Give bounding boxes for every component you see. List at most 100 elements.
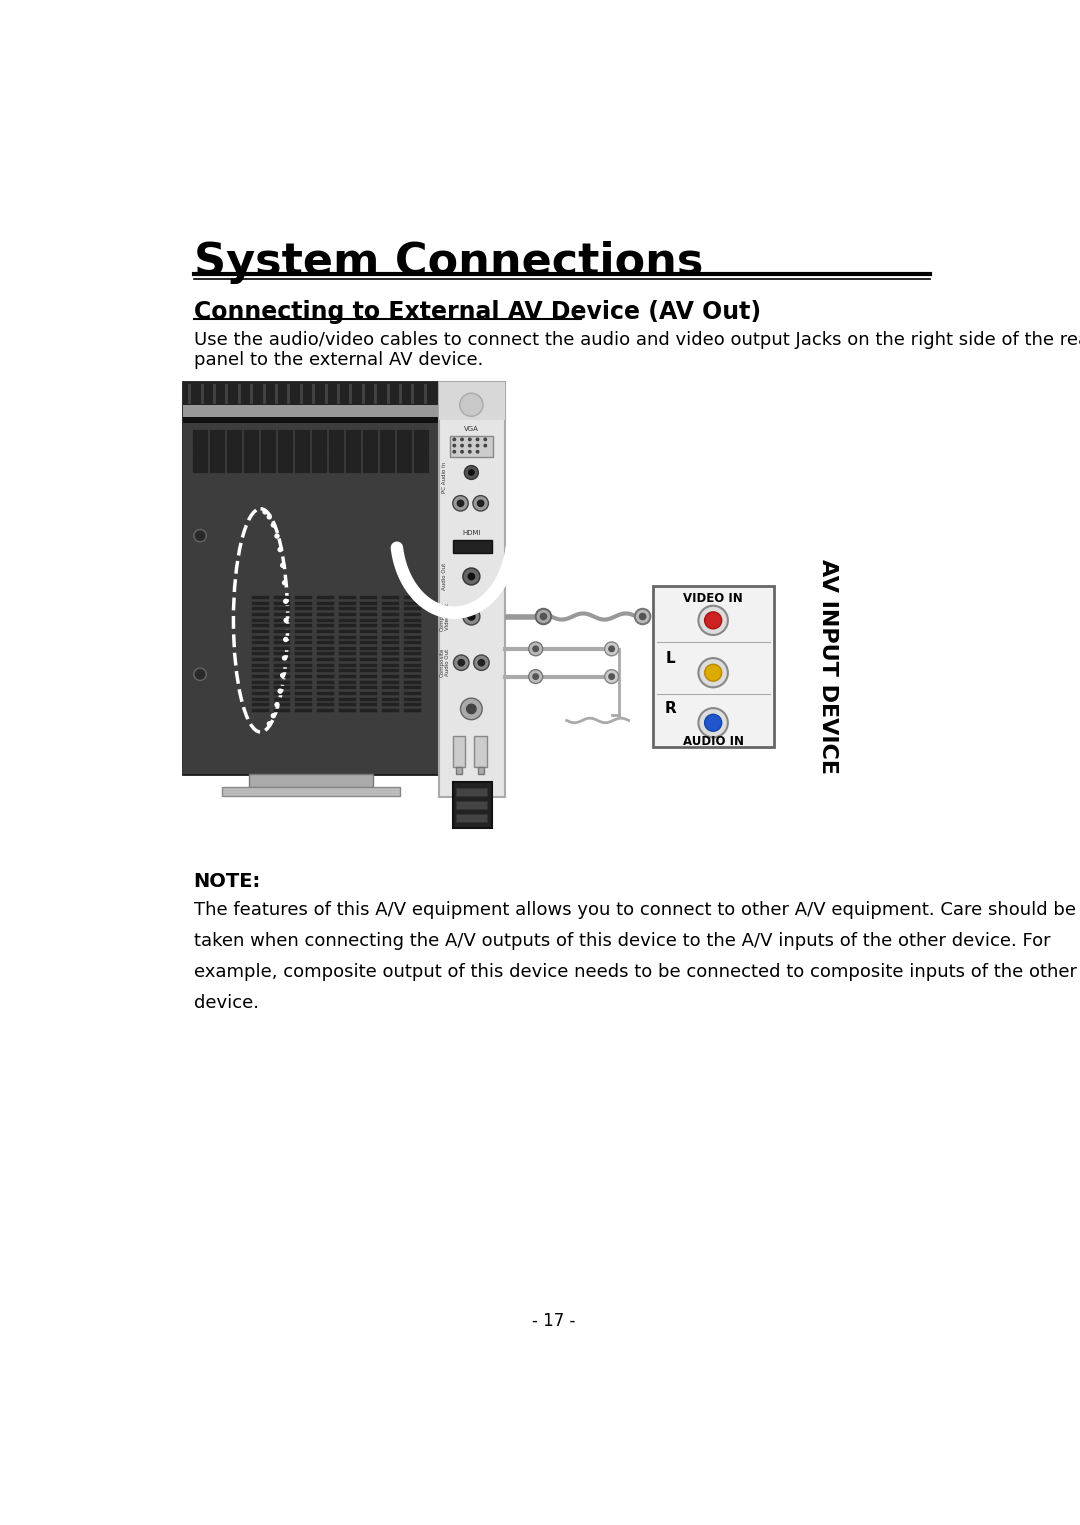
Circle shape bbox=[454, 656, 469, 671]
Circle shape bbox=[532, 673, 539, 680]
Bar bbox=[453, 737, 465, 767]
Bar bbox=[438, 381, 504, 798]
Text: HDMI: HDMI bbox=[462, 529, 481, 535]
Bar bbox=[221, 787, 400, 796]
Circle shape bbox=[475, 444, 480, 447]
Bar bbox=[183, 424, 438, 775]
Circle shape bbox=[460, 393, 483, 416]
Circle shape bbox=[453, 450, 456, 453]
Text: taken when connecting the A/V outputs of this device to the A/V inputs of the ot: taken when connecting the A/V outputs of… bbox=[193, 932, 1050, 950]
Circle shape bbox=[473, 496, 488, 511]
Circle shape bbox=[194, 668, 206, 680]
Circle shape bbox=[458, 659, 465, 666]
Circle shape bbox=[453, 496, 469, 511]
Circle shape bbox=[460, 444, 464, 447]
Bar bbox=[456, 814, 487, 822]
Text: - 17 -: - 17 - bbox=[531, 1313, 576, 1330]
Circle shape bbox=[477, 659, 485, 666]
Circle shape bbox=[283, 618, 288, 624]
Circle shape bbox=[278, 547, 283, 552]
Circle shape bbox=[605, 642, 619, 656]
Circle shape bbox=[274, 534, 280, 538]
Bar bbox=[474, 737, 487, 767]
Text: System Connections: System Connections bbox=[193, 241, 703, 284]
Circle shape bbox=[699, 708, 728, 738]
Circle shape bbox=[453, 438, 456, 441]
Circle shape bbox=[280, 563, 285, 567]
Bar bbox=[453, 782, 491, 828]
Text: R: R bbox=[664, 702, 676, 717]
Circle shape bbox=[463, 608, 480, 625]
Circle shape bbox=[529, 642, 542, 656]
Circle shape bbox=[271, 714, 276, 718]
Circle shape bbox=[484, 438, 487, 441]
Bar bbox=[456, 767, 462, 775]
Bar bbox=[183, 416, 438, 424]
Text: NOTE:: NOTE: bbox=[193, 872, 261, 891]
Circle shape bbox=[468, 438, 472, 441]
Circle shape bbox=[532, 645, 539, 653]
Circle shape bbox=[608, 645, 616, 653]
Circle shape bbox=[605, 669, 619, 683]
Circle shape bbox=[457, 500, 464, 508]
Circle shape bbox=[475, 438, 480, 441]
Circle shape bbox=[540, 613, 548, 621]
Text: VIDEO IN: VIDEO IN bbox=[684, 592, 743, 604]
Bar bbox=[456, 788, 487, 796]
Circle shape bbox=[465, 703, 476, 714]
Bar bbox=[456, 801, 487, 808]
Text: PC Audio In: PC Audio In bbox=[443, 462, 447, 493]
Circle shape bbox=[638, 613, 647, 621]
Circle shape bbox=[475, 450, 480, 453]
Text: Audio Out: Audio Out bbox=[443, 563, 447, 590]
Circle shape bbox=[468, 450, 472, 453]
Circle shape bbox=[267, 514, 272, 520]
Circle shape bbox=[474, 656, 489, 671]
Bar bbox=[653, 586, 773, 747]
Circle shape bbox=[704, 665, 721, 682]
Circle shape bbox=[460, 698, 482, 720]
Circle shape bbox=[467, 612, 475, 621]
Circle shape bbox=[460, 450, 464, 453]
Text: The features of this A/V equipment allows you to connect to other A/V equipment.: The features of this A/V equipment allow… bbox=[193, 901, 1076, 920]
Circle shape bbox=[704, 714, 721, 732]
Text: Connecting to External AV Device (AV Out): Connecting to External AV Device (AV Out… bbox=[193, 300, 760, 323]
Circle shape bbox=[699, 605, 728, 634]
Text: AV INPUT DEVICE: AV INPUT DEVICE bbox=[818, 560, 838, 775]
Circle shape bbox=[635, 608, 650, 624]
Bar bbox=[183, 381, 438, 404]
Circle shape bbox=[280, 673, 285, 679]
Bar bbox=[477, 767, 484, 775]
Text: device.: device. bbox=[193, 994, 258, 1011]
Circle shape bbox=[194, 529, 206, 541]
Bar bbox=[450, 436, 494, 458]
Text: Use the audio/video cables to connect the audio and video output Jacks on the ri: Use the audio/video cables to connect th… bbox=[193, 331, 1080, 349]
Text: VGA: VGA bbox=[464, 425, 478, 432]
Circle shape bbox=[271, 522, 276, 528]
Bar bbox=[248, 775, 373, 787]
Circle shape bbox=[282, 580, 287, 586]
Circle shape bbox=[484, 444, 487, 447]
Circle shape bbox=[468, 572, 475, 581]
Circle shape bbox=[468, 444, 472, 447]
Circle shape bbox=[468, 470, 475, 476]
Circle shape bbox=[278, 688, 283, 694]
Circle shape bbox=[463, 567, 480, 586]
Bar bbox=[438, 381, 504, 421]
Circle shape bbox=[267, 721, 272, 726]
Text: L: L bbox=[665, 651, 675, 666]
Circle shape bbox=[283, 598, 288, 604]
Text: Composite
Audio Out: Composite Audio Out bbox=[440, 648, 450, 677]
Circle shape bbox=[262, 509, 268, 514]
Circle shape bbox=[283, 637, 288, 642]
Circle shape bbox=[274, 702, 280, 708]
Circle shape bbox=[699, 659, 728, 688]
Bar bbox=[183, 404, 438, 416]
Text: Composite
Video Out: Composite Video Out bbox=[440, 602, 450, 631]
Circle shape bbox=[536, 608, 551, 624]
Circle shape bbox=[453, 444, 456, 447]
Circle shape bbox=[460, 438, 464, 441]
Bar bbox=[183, 381, 438, 775]
Circle shape bbox=[529, 669, 542, 683]
Text: panel to the external AV device.: panel to the external AV device. bbox=[193, 351, 483, 369]
